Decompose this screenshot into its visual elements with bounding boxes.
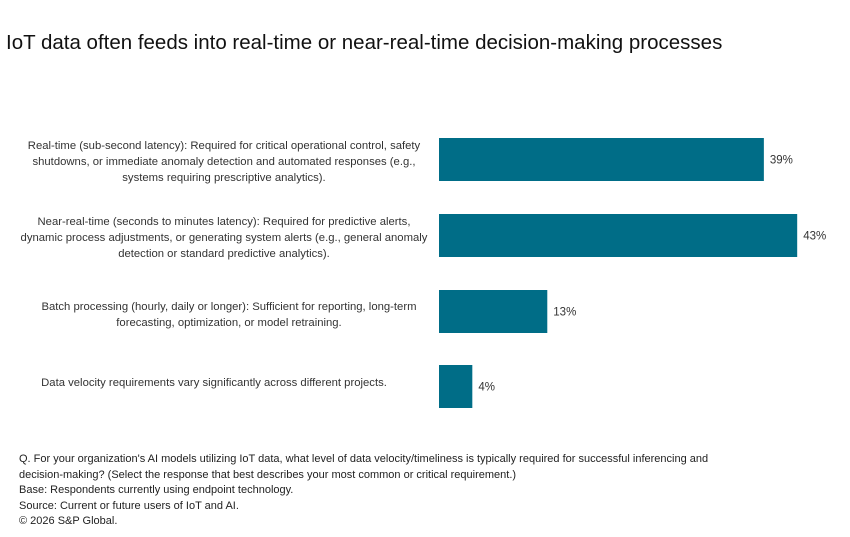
category-label-0: Real-time (sub-second latency): Required… bbox=[27, 140, 421, 184]
category-label-3: Data velocity requirements vary signific… bbox=[41, 377, 387, 389]
footnote-source: Source: Current or future users of IoT a… bbox=[19, 499, 239, 512]
data-label-2: 13% bbox=[553, 307, 576, 319]
bar-1 bbox=[439, 214, 798, 257]
bar-2 bbox=[439, 290, 548, 333]
bar-3 bbox=[439, 365, 473, 408]
footnote-base: Base: Respondents currently using endpoi… bbox=[19, 484, 294, 496]
data-label-0: 39% bbox=[770, 155, 793, 167]
footnotes: Q. For your organization's AI models uti… bbox=[19, 452, 708, 530]
footnote-copyright: © 2026 S&P Global. bbox=[19, 515, 118, 527]
bar-0 bbox=[439, 138, 764, 181]
footnote-question-cont: decision-making? (Select the response th… bbox=[19, 468, 517, 481]
data-label-1: 43% bbox=[803, 231, 826, 243]
category-label-1: Near-real-time (seconds to minutes laten… bbox=[20, 216, 428, 260]
category-label-2: Batch processing (hourly, daily or longe… bbox=[41, 301, 417, 329]
chart-title: IoT data often feeds into real-time or n… bbox=[6, 31, 723, 54]
footnote-question: Q. For your organization's AI models uti… bbox=[19, 453, 709, 465]
data-label-3: 4% bbox=[478, 382, 495, 394]
